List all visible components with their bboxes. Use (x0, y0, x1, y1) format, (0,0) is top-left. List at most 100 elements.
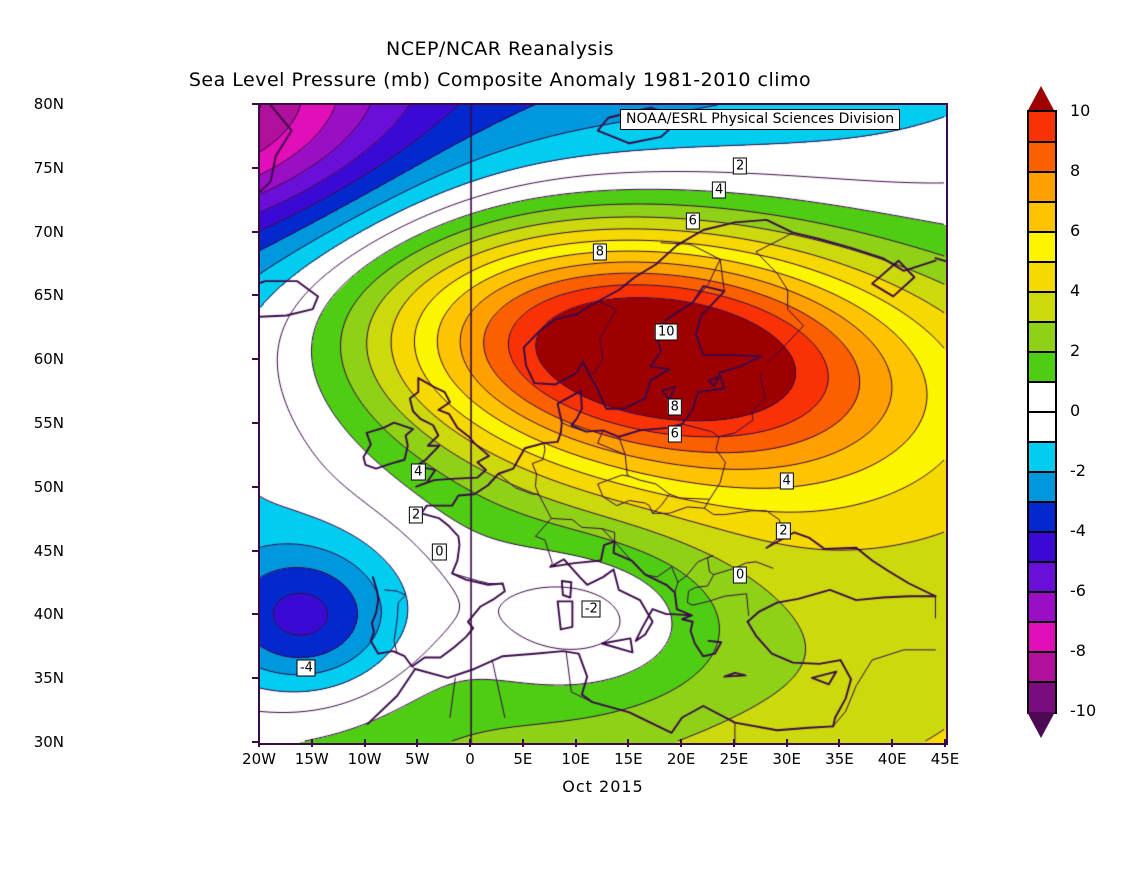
contour-value-label: 0 (432, 543, 447, 561)
colorbar-band (1029, 292, 1055, 323)
y-axis-tick-mark (252, 549, 260, 552)
contour-value-label: 2 (733, 157, 748, 175)
sea-level-pressure-anomaly-map (260, 105, 946, 743)
x-axis-tick-label: 0 (465, 750, 475, 768)
colorbar-band-divider (1029, 351, 1055, 353)
colorbar-band-divider (1029, 531, 1055, 533)
colorbar-band (1029, 262, 1055, 293)
colorbar-band-divider (1029, 201, 1055, 203)
colorbar-band (1029, 322, 1055, 353)
colorbar-band-divider (1029, 621, 1055, 623)
colorbar (1027, 110, 1057, 714)
x-axis-tick-mark (944, 739, 946, 747)
colorbar-band-divider (1029, 321, 1055, 323)
contour-value-label: 2 (409, 506, 424, 524)
colorbar-tick-label: 10 (1070, 101, 1091, 120)
y-axis-tick-label: 65N (33, 286, 64, 305)
colorbar-band-divider (1029, 231, 1055, 233)
colorbar-tick-label: -4 (1070, 521, 1086, 540)
colorbar-band-divider (1029, 591, 1055, 593)
colorbar-band-divider (1029, 381, 1055, 383)
colorbar-tick-label: -6 (1070, 581, 1086, 600)
colorbar-under-arrow (1027, 712, 1055, 738)
y-axis-tick-mark (252, 358, 260, 361)
x-axis-tick-label: 25E (719, 750, 749, 768)
colorbar-band (1029, 202, 1055, 233)
colorbar-band-divider (1029, 411, 1055, 413)
colorbar-band (1029, 172, 1055, 203)
colorbar-band-divider (1029, 651, 1055, 653)
colorbar-band (1029, 622, 1055, 653)
colorbar-band (1029, 472, 1055, 503)
contour-value-label: 4 (711, 181, 727, 199)
colorbar-band (1029, 352, 1055, 383)
y-axis-tick-mark (252, 230, 260, 233)
colorbar-band (1029, 442, 1055, 473)
colorbar-band (1029, 232, 1055, 263)
colorbar-band-divider (1029, 291, 1055, 293)
contour-value-label: 0 (733, 566, 748, 584)
x-axis-tick-mark (838, 739, 841, 747)
x-axis-tick-mark (310, 739, 313, 747)
x-axis-tick-mark (785, 739, 788, 747)
y-axis-tick-label: 55N (33, 414, 64, 432)
x-axis-tick-mark (363, 739, 366, 747)
colorbar-band (1029, 142, 1055, 173)
x-axis-tick-mark (627, 739, 630, 747)
x-axis-tick-label: 20W (242, 750, 276, 768)
x-axis-tick-label: 10E (561, 750, 590, 768)
colorbar-band (1029, 592, 1055, 623)
y-axis-tick-label: 45N (33, 541, 64, 560)
y-axis-tick-label: 40N (33, 605, 64, 624)
colorbar-tick-label: -10 (1070, 701, 1097, 720)
colorbar-over-arrow (1027, 86, 1055, 112)
y-axis-tick-label: 70N (33, 222, 64, 241)
contour-value-label: 8 (592, 243, 607, 261)
x-axis-tick-label: 30E (772, 750, 801, 768)
colorbar-band-divider (1029, 681, 1055, 683)
contour-value-label: 4 (779, 472, 794, 490)
colorbar-tick-label: 0 (1070, 401, 1081, 420)
x-axis-tick-label: 45E (930, 750, 960, 768)
x-axis-tick-mark (258, 739, 260, 747)
colorbar-band-divider (1029, 561, 1055, 563)
contour-value-label: -4 (296, 659, 316, 677)
y-axis-tick-mark (252, 741, 260, 743)
chart-title-line-1: NCEP/NCAR Reanalysis (385, 38, 615, 60)
contour-value-label: 6 (667, 425, 682, 443)
y-axis-tick-label: 35N (33, 669, 64, 688)
chart-title-line-2: Sea Level Pressure (mb) Composite Anomal… (188, 69, 812, 91)
y-axis-tick-label: 50N (33, 477, 64, 496)
colorbar-band (1029, 682, 1055, 713)
x-axis-tick-mark (732, 739, 735, 747)
x-axis-tick-mark (469, 739, 472, 747)
x-axis-tick-label: 10W (347, 750, 382, 768)
y-axis-tick-label: 75N (33, 158, 64, 177)
period-caption: Oct 2015 (562, 777, 644, 796)
chart-title-block: NCEP/NCAR Reanalysis Sea Level Pressure … (0, 34, 1000, 96)
colorbar-band-divider (1029, 141, 1055, 143)
colorbar-band-divider (1029, 471, 1055, 473)
contour-value-label: 8 (667, 398, 682, 416)
y-axis-tick-label: 80N (33, 95, 64, 113)
colorbar-band-divider (1029, 261, 1055, 263)
x-axis-tick-mark (574, 739, 577, 747)
colorbar-band (1029, 652, 1055, 683)
colorbar-band (1029, 412, 1055, 443)
colorbar-band (1029, 112, 1055, 143)
colorbar-band-divider (1029, 171, 1055, 173)
x-axis-tick-label: 20E (666, 750, 696, 768)
colorbar-tick-label: -2 (1070, 461, 1086, 480)
colorbar-tick-label: 6 (1070, 221, 1081, 240)
contour-value-label: 2 (776, 522, 791, 540)
noaa-credit-label: NOAA/ESRL Physical Sciences Division (620, 109, 901, 130)
x-axis-tick-label: 5W (405, 750, 430, 768)
colorbar-tick-label: 4 (1070, 281, 1081, 300)
x-axis-tick-mark (891, 739, 894, 747)
y-axis-tick-mark (252, 166, 260, 169)
y-axis-tick-label: 30N (33, 733, 64, 751)
contour-value-label: 4 (411, 463, 426, 481)
y-axis-tick-mark (252, 422, 260, 424)
colorbar-band-divider (1029, 441, 1055, 443)
